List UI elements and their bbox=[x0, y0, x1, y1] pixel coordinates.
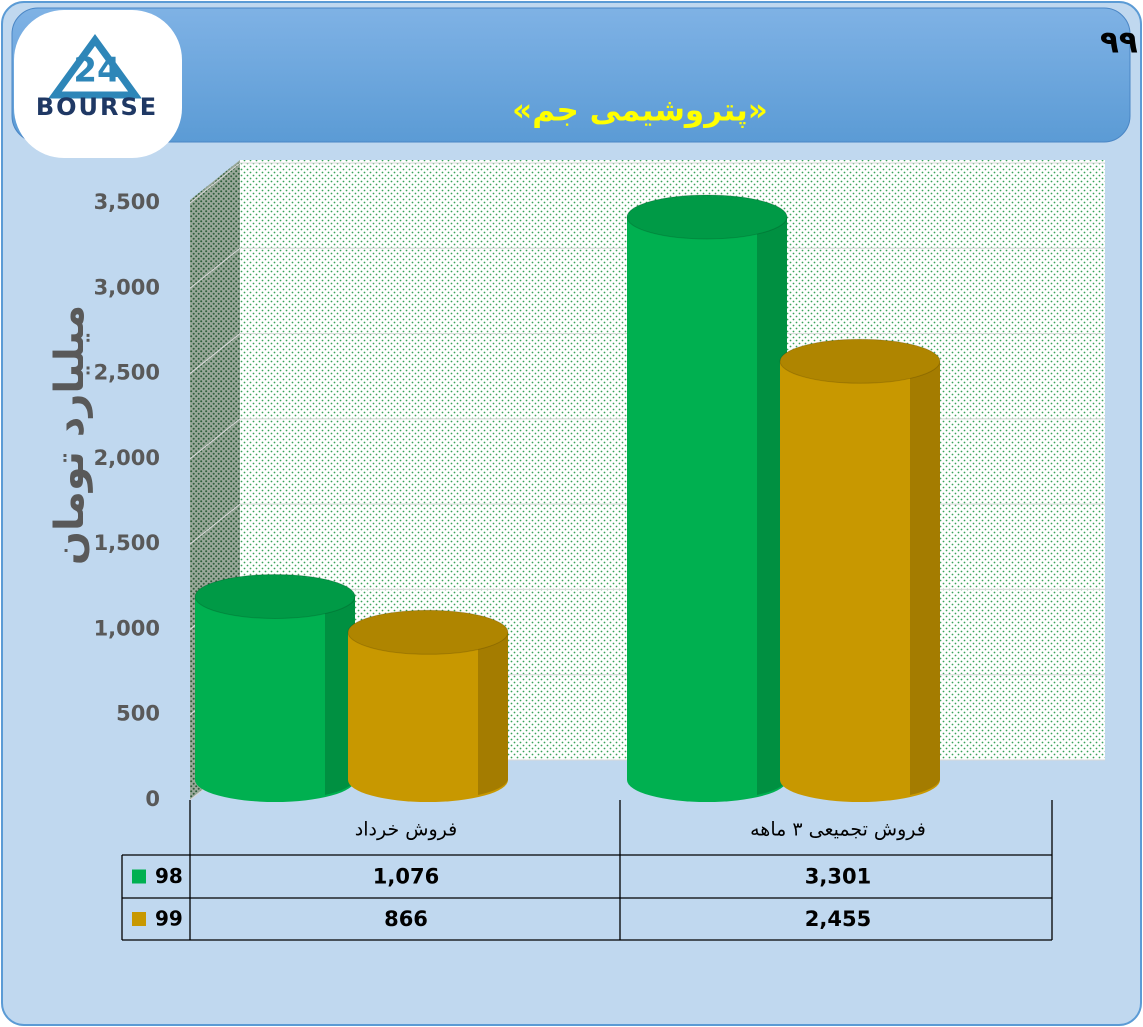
logo-mark: 24 bbox=[73, 51, 120, 91]
cylinder bbox=[780, 361, 940, 802]
y-tick-label: 3,000 bbox=[94, 275, 160, 299]
cylinder-top bbox=[347, 609, 509, 655]
legend-swatch bbox=[132, 869, 146, 884]
y-tick-label: 0 bbox=[145, 787, 160, 811]
cylinder-top bbox=[779, 338, 941, 384]
data-label: 1,076 bbox=[373, 865, 439, 889]
data-label: 3,301 bbox=[805, 865, 871, 889]
cylinder-shade bbox=[478, 632, 508, 795]
data-label: 2,455 bbox=[805, 907, 871, 931]
y-tick-label: 3,500 bbox=[94, 190, 160, 214]
cylinder bbox=[195, 596, 355, 802]
cylinder bbox=[348, 632, 508, 802]
grid-line-side bbox=[189, 418, 241, 460]
grid-line-side bbox=[189, 503, 241, 545]
header-banner bbox=[11, 7, 1131, 143]
y-tick-label: 1,000 bbox=[94, 616, 160, 640]
grid-line-side bbox=[189, 247, 241, 289]
chart-subtitle: «پتروشیمی جم» bbox=[512, 93, 768, 129]
cylinder-top-shade bbox=[627, 194, 787, 239]
grid-line-side bbox=[189, 333, 241, 374]
y-tick-label: 1,500 bbox=[94, 531, 160, 555]
cylinder-shade bbox=[757, 216, 787, 795]
cylinder bbox=[627, 216, 787, 802]
logo-text: BOURSE bbox=[36, 93, 158, 121]
legend-swatch bbox=[132, 912, 146, 926]
cylinder-top bbox=[194, 573, 356, 619]
logo-badge bbox=[14, 10, 182, 158]
cylinder-shade bbox=[325, 596, 355, 795]
cylinder-top-shade bbox=[195, 574, 355, 619]
cylinder-shade bbox=[910, 361, 940, 795]
cylinder-top-shade bbox=[348, 610, 508, 655]
x-tick-label: فروش تجمیعی ۳ ماهه bbox=[750, 819, 926, 841]
legend-label: 98 bbox=[155, 864, 183, 888]
cylinder-top bbox=[626, 194, 788, 240]
x-tick-label: فروش خرداد bbox=[355, 819, 457, 841]
chart-title: گزارش فروش ریالی ماهانه و ۳ ماهه منتهی ب… bbox=[1100, 24, 1143, 61]
logo-shape bbox=[48, 34, 142, 99]
y-tick-label: 2,500 bbox=[94, 361, 160, 385]
grid-line-side bbox=[189, 162, 241, 204]
y-tick-label: 500 bbox=[116, 702, 160, 726]
legend-label: 99 bbox=[155, 907, 183, 931]
cylinder-top-shade bbox=[780, 339, 940, 384]
y-tick-label: 2,000 bbox=[94, 446, 160, 470]
data-label: 866 bbox=[384, 907, 428, 931]
y-axis-label: میلیارد تومان bbox=[47, 305, 93, 565]
